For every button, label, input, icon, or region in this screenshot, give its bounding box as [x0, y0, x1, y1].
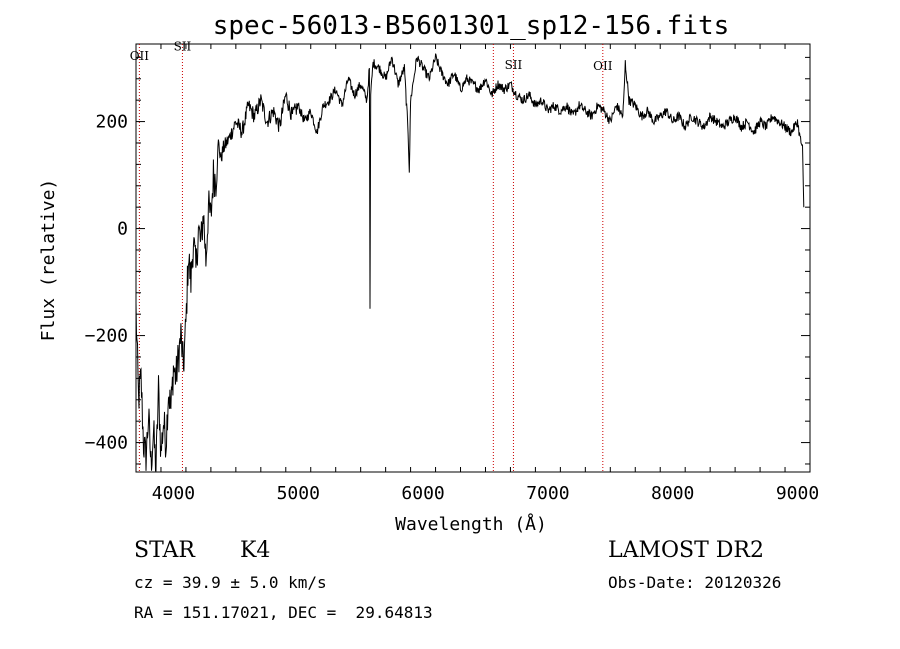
emission-line-label: OII: [130, 49, 150, 63]
spectrum-line: [135, 53, 805, 472]
y-tick-label: 200: [95, 112, 128, 133]
x-tick-label: 7000: [526, 483, 569, 504]
survey-name: LAMOST DR2: [608, 538, 764, 563]
x-tick-label: 5000: [277, 483, 320, 504]
emission-line-label: SII: [505, 58, 523, 72]
x-axis-label: Wavelength (Å): [395, 513, 547, 535]
y-tick-label: 0: [117, 219, 128, 240]
y-tick-label: −400: [85, 433, 128, 454]
x-tick-label: 9000: [776, 483, 819, 504]
redshift-cz: cz = 39.9 ± 5.0 km/s: [134, 573, 327, 592]
y-tick-label: −200: [85, 326, 128, 347]
object-class: STAR: [134, 538, 195, 563]
emission-line-markers: OII SII SII OII: [130, 39, 613, 472]
emission-line-label: SII: [174, 39, 192, 53]
x-tick-label: 4000: [152, 483, 195, 504]
plot-frame: [135, 43, 811, 473]
chart-title: spec-56013-B5601301_sp12-156.fits: [213, 11, 730, 41]
emission-line-label: OII: [593, 59, 613, 73]
observation-date: Obs-Date: 20120326: [608, 573, 782, 592]
spectrum-series: [135, 53, 805, 472]
x-tick-label: 6000: [401, 483, 444, 504]
x-tick-label: 8000: [651, 483, 694, 504]
y-axis-label: Flux (relative): [38, 179, 59, 342]
axis-ticks: 4000 5000 6000 7000 8000 9000 −400 −200 0 200: [85, 44, 819, 504]
coordinates: RA = 151.17021, DEC = 29.64813: [134, 603, 433, 622]
object-subclass: K4: [240, 538, 271, 563]
